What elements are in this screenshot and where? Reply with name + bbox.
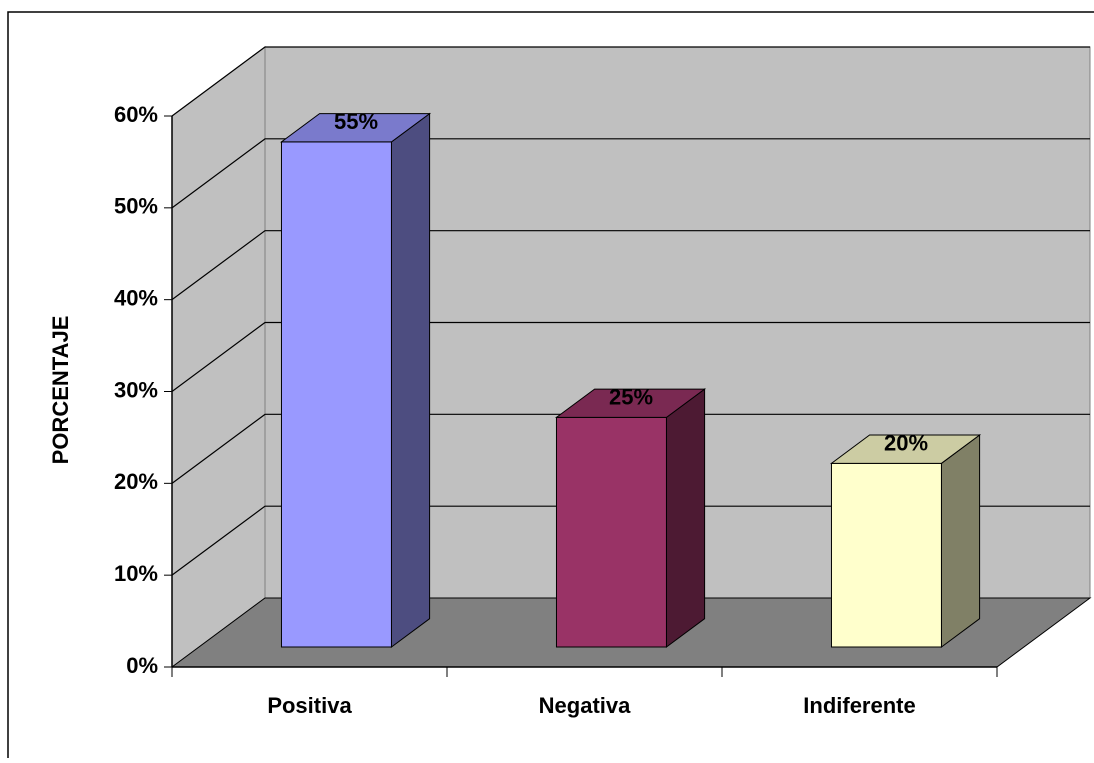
y-tick-label: 10%: [114, 561, 158, 586]
x-tick-label: Positiva: [267, 693, 352, 718]
y-tick-label: 20%: [114, 469, 158, 494]
y-tick-label: 50%: [114, 194, 158, 219]
grid-line: [171, 138, 1090, 209]
grid-line: [171, 230, 1090, 301]
bar: [554, 388, 707, 648]
x-tick-label: Negativa: [539, 693, 631, 718]
bar-front: [555, 416, 667, 648]
y-tick-label: 40%: [114, 285, 158, 310]
grid-line: [171, 505, 1090, 576]
bar-front: [830, 462, 942, 648]
bar-top: [829, 434, 982, 464]
y-tick-label: 60%: [114, 102, 158, 127]
bar-top: [554, 388, 707, 418]
bar-front: [280, 141, 392, 648]
x-tick-label: Indiferente: [803, 693, 915, 718]
bar: [279, 112, 432, 648]
data-label: 25%: [609, 385, 653, 410]
data-label: 20%: [884, 431, 928, 456]
data-label: 55%: [334, 109, 378, 134]
grid-line: [171, 46, 1090, 117]
bar-side: [940, 434, 981, 648]
bar-side: [665, 388, 706, 648]
y-tick-label: 30%: [114, 377, 158, 402]
bar-top: [279, 113, 432, 143]
y-axis-title: PORCENTAJE: [48, 316, 73, 465]
bar: [829, 434, 982, 648]
grid-line: [171, 413, 1090, 484]
y-tick-label: 0%: [126, 653, 158, 678]
bar-side: [390, 112, 431, 648]
grid-line: [171, 321, 1090, 392]
